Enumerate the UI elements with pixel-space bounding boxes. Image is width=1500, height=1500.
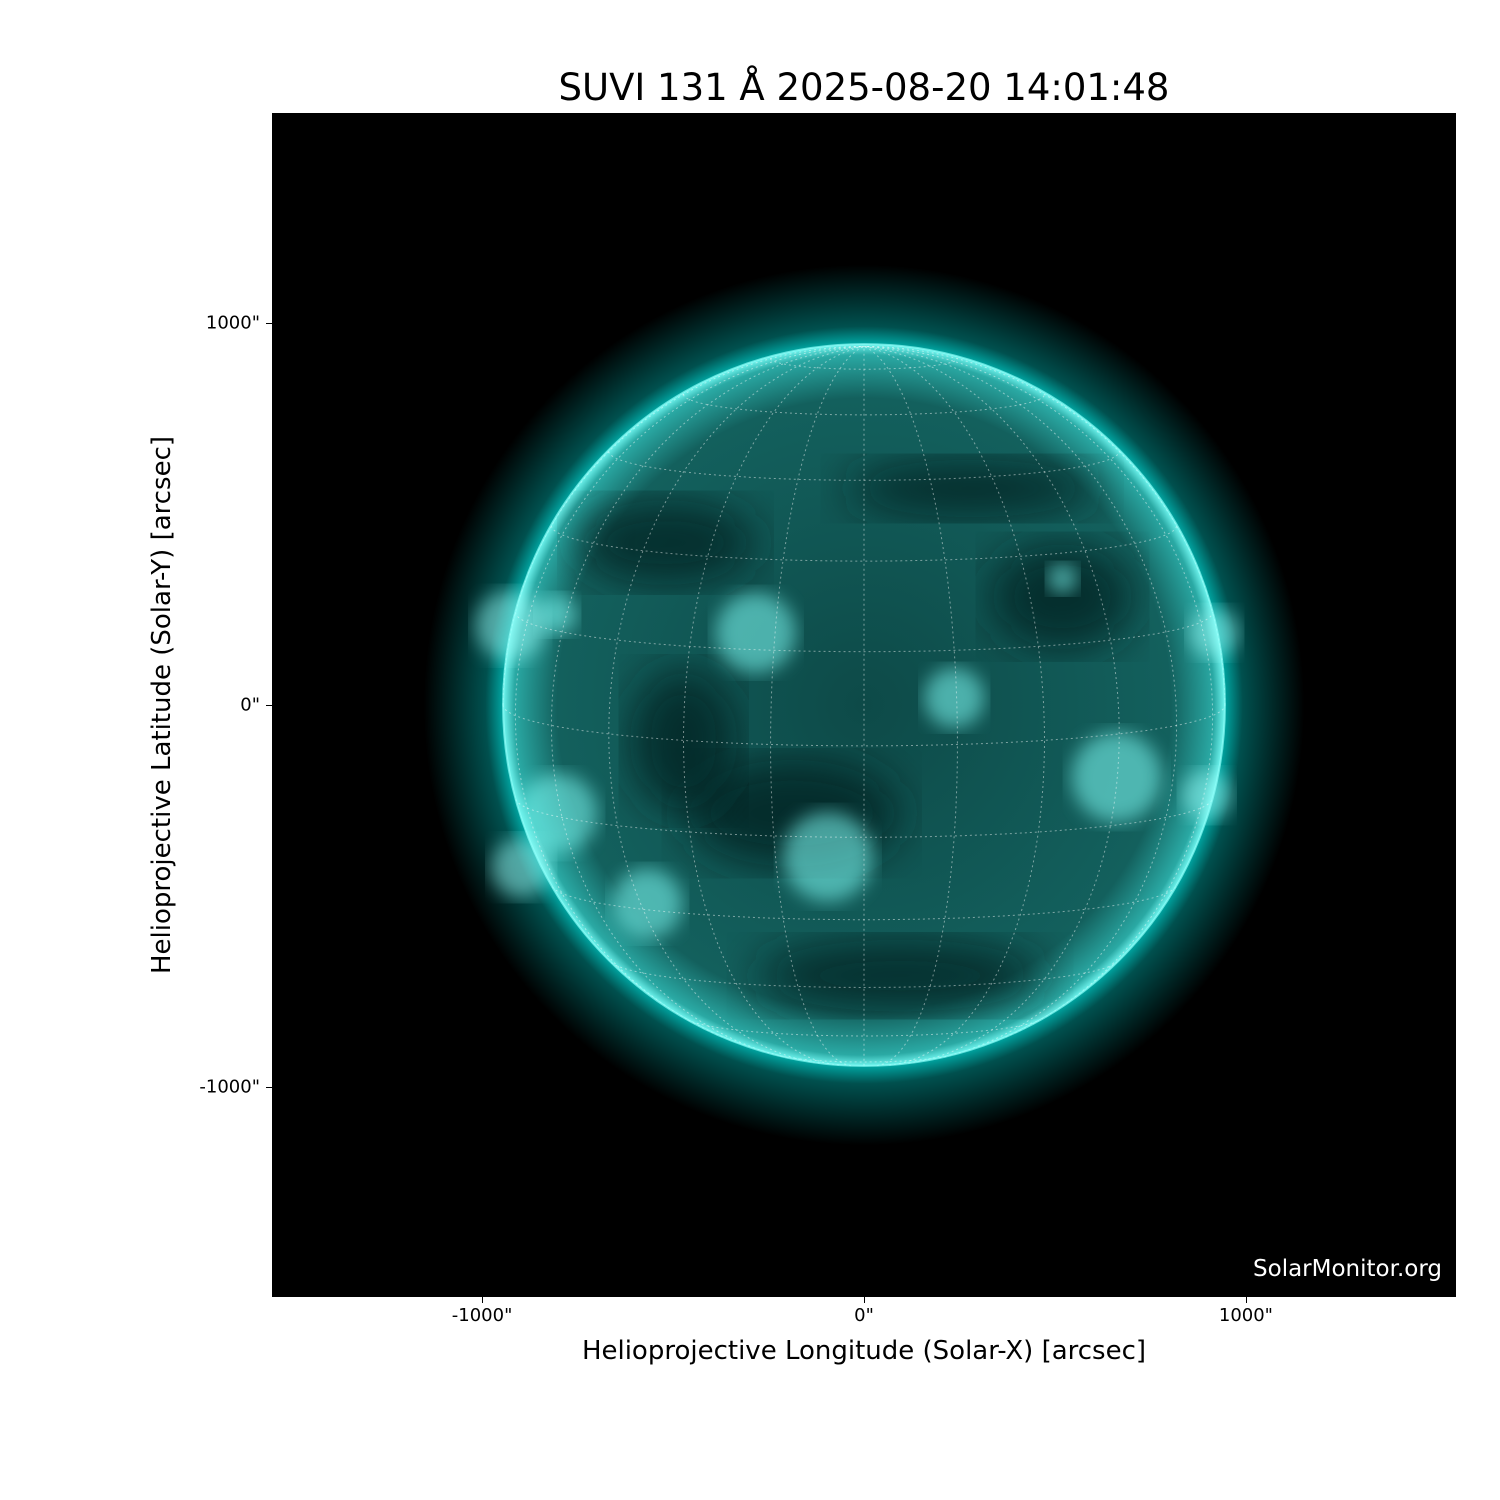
grid-line [863, 345, 1046, 1066]
credit-watermark: SolarMonitor.org [1253, 1256, 1442, 1282]
x-tick-mark [864, 1297, 865, 1303]
y-tick-label: 1000" [205, 312, 260, 334]
coronal-hole [629, 668, 738, 814]
solar-limb [502, 343, 1226, 1067]
grid-line [863, 345, 1178, 1059]
coronal-hole [990, 542, 1135, 651]
active-region [537, 594, 578, 635]
y-tick-mark [266, 705, 272, 706]
active-region [612, 868, 683, 939]
limb-loop [491, 837, 552, 898]
grid-line [863, 345, 1120, 1064]
active-region [1071, 732, 1162, 823]
active-region [924, 667, 985, 728]
heliographic-grid [502, 345, 1226, 1067]
grid-line [770, 358, 958, 370]
limb-loop [1181, 770, 1232, 821]
grid-line [551, 886, 1177, 921]
limb-loop [1189, 607, 1240, 658]
active-region [782, 811, 873, 902]
limb-loop [475, 590, 546, 661]
grid-line [514, 612, 1214, 653]
grid-line [502, 345, 865, 706]
x-tick-label: -1000" [451, 1305, 513, 1326]
active-region [715, 592, 796, 673]
coronal-hole [845, 459, 1099, 518]
grid-line [514, 345, 865, 1038]
grid-line [608, 451, 1120, 481]
x-tick-label: 0" [854, 1305, 874, 1326]
y-tick-mark [266, 323, 272, 325]
grid-line [683, 394, 1045, 416]
grid-line [502, 704, 1226, 747]
grid-line [687, 1019, 1041, 1037]
coronal-hole [755, 939, 1045, 1012]
grid-line [863, 345, 1214, 1038]
x-axis-label: Helioprojective Longitude (Solar-X) [arc… [581, 1336, 1147, 1366]
chart-title: SUVI 131 Å 2025-08-20 14:01:48 [558, 66, 1170, 109]
grid-line [608, 345, 865, 1064]
grid-line [515, 799, 1213, 838]
grid-line [863, 345, 1226, 706]
active-region [517, 773, 598, 854]
x-tick-mark [482, 1297, 484, 1303]
grid-line [550, 525, 1178, 562]
y-tick-label: 0" [240, 694, 260, 716]
grid-line [550, 345, 865, 1059]
active-region [1047, 563, 1078, 594]
coronal-hole [575, 499, 756, 586]
y-tick-mark [266, 1086, 272, 1088]
grid-line [779, 1055, 949, 1063]
y-axis-label: Helioprojective Latitude (Solar-Y) [arcs… [147, 435, 177, 975]
solar-image-axes [272, 113, 1456, 1297]
x-tick-label: 1000" [1218, 1305, 1273, 1326]
x-tick-mark [1245, 1297, 1247, 1303]
grid-line [611, 962, 1117, 989]
y-tick-label: -1000" [199, 1076, 260, 1098]
grid-line [682, 345, 865, 1066]
